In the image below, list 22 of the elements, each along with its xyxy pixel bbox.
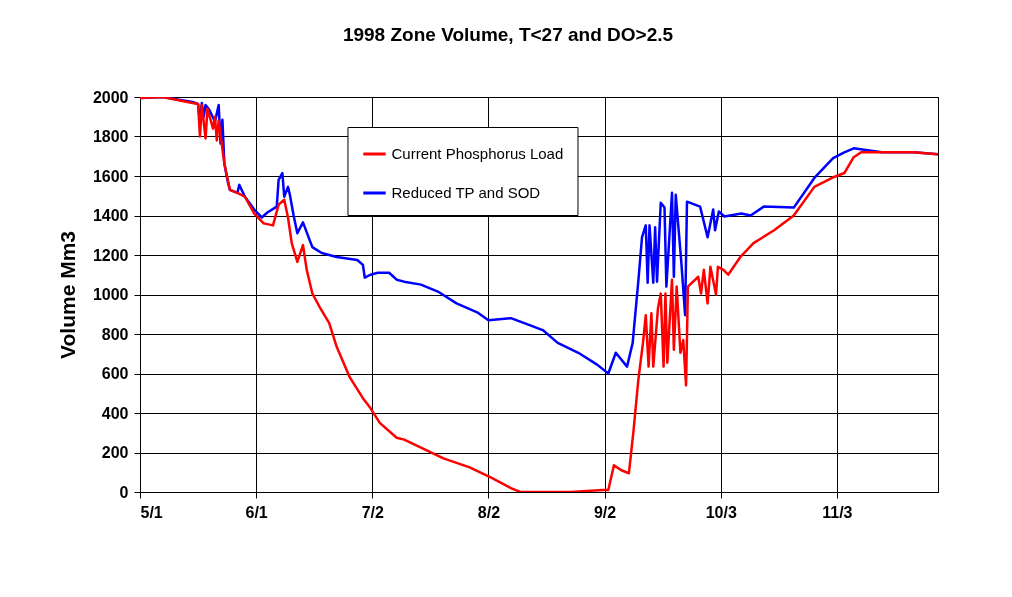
y-tick-label: 1400: [92, 207, 129, 224]
y-tick-label: 1000: [92, 286, 129, 303]
legend-label: Current Phosphorus Load: [391, 145, 564, 162]
x-tick-label: 9/2: [593, 503, 617, 521]
x-tick-label: 10/3: [705, 503, 737, 521]
chart-title: 1998 Zone Volume, T<27 and DO>2.5: [342, 24, 674, 45]
y-tick-label: 1200: [92, 246, 129, 264]
y-tick-label: 1600: [92, 167, 129, 185]
y-tick-label: 400: [101, 404, 129, 422]
x-tick-label: 11/3: [822, 503, 853, 521]
x-tick-label: 7/2: [361, 503, 384, 521]
y-tick-label: 1800: [92, 128, 129, 145]
y-axis-title: Volume Mm3: [55, 231, 79, 359]
y-tick-label: 200: [101, 444, 129, 461]
legend-label: Reduced TP and SOD: [391, 184, 541, 201]
x-tick-label: 6/1: [245, 503, 268, 521]
y-tick-label: 600: [101, 365, 129, 382]
y-tick-label: 2000: [92, 88, 129, 106]
y-tick-label: 0: [119, 483, 129, 501]
y-tick-label: 800: [101, 325, 129, 343]
x-tick-label: 5/1: [140, 503, 163, 521]
x-tick-label: 8/2: [477, 503, 501, 521]
